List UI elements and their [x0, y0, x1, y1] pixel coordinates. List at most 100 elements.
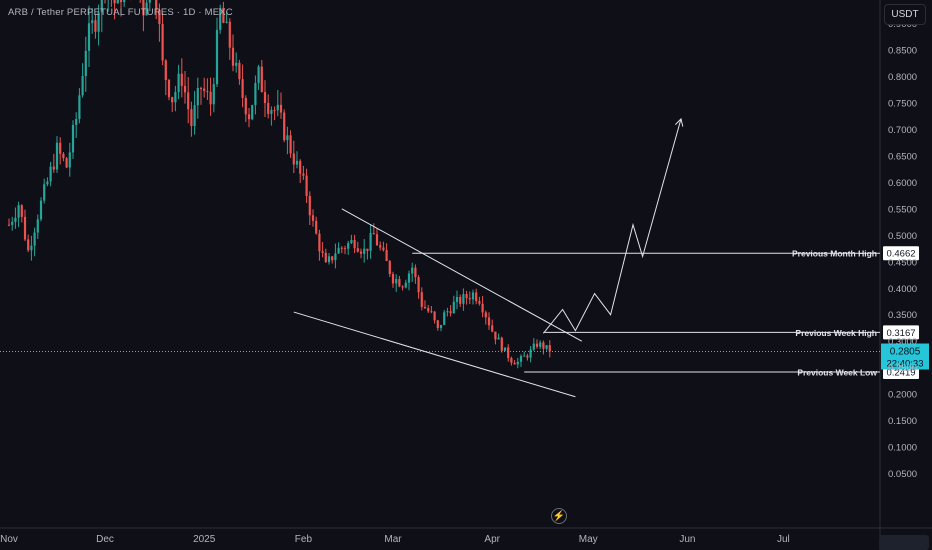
candle-body: [59, 142, 62, 154]
candle-body: [523, 355, 526, 357]
candle-body: [267, 103, 270, 114]
candle-body: [167, 80, 171, 98]
candle-body: [379, 245, 382, 248]
candle-body: [443, 312, 446, 325]
y-tick-label: 0.2000: [888, 390, 917, 401]
lightning-icon[interactable]: ⚡: [551, 508, 567, 524]
candle-body: [100, 0, 103, 13]
candle-body: [500, 337, 503, 351]
candle-body: [388, 261, 391, 275]
candle-body: [542, 342, 545, 349]
projection-arrowhead: [675, 117, 684, 127]
y-tick-label: 0.7500: [888, 98, 917, 109]
y-tick-label: 0.6500: [888, 151, 917, 162]
candle-body: [302, 173, 305, 176]
candle-body: [535, 343, 539, 347]
candle-body: [43, 184, 46, 201]
candle-body: [484, 312, 487, 318]
candle-body: [145, 2, 148, 16]
candle-body: [155, 0, 158, 10]
candle-body: [244, 97, 247, 115]
x-tick-label: May: [579, 534, 598, 545]
candle-body: [513, 362, 516, 365]
candle-body: [382, 247, 385, 251]
wedge-upper-trendline: [341, 208, 583, 342]
candle-body: [350, 239, 353, 244]
timezone-button[interactable]: [879, 535, 929, 550]
candle-body: [417, 277, 420, 293]
candle-body: [299, 160, 302, 174]
candle-body: [46, 181, 49, 185]
candle-body: [190, 109, 193, 127]
y-tick-label: 0.6000: [888, 178, 917, 189]
projection-path: [543, 118, 682, 334]
candle-body: [183, 85, 187, 93]
candle-body: [423, 306, 427, 309]
candle-body: [81, 76, 84, 96]
candle-body: [78, 95, 81, 119]
candle-body: [203, 88, 206, 92]
level-name-label: Previous Week Low: [797, 367, 877, 377]
wedge-lower-trendline: [293, 311, 576, 398]
level-name-label: Previous Month High: [792, 249, 877, 259]
candle-body: [84, 50, 87, 77]
candle-body: [315, 220, 318, 234]
candle-body: [539, 342, 542, 347]
candle-body: [353, 239, 356, 249]
candle-body: [321, 251, 324, 253]
candle-body: [276, 104, 279, 111]
candle-body: [334, 253, 337, 261]
level-price-label: 0.3167: [886, 328, 915, 339]
candle-body: [228, 21, 231, 48]
candle-body: [462, 294, 465, 304]
candle-body: [311, 215, 315, 221]
candle-body: [260, 66, 263, 93]
candle-body: [68, 152, 71, 168]
candle-body: [257, 66, 260, 84]
candle-body: [209, 91, 212, 105]
candle-body: [289, 135, 292, 154]
candle-body: [180, 73, 183, 86]
candle-body: [503, 347, 507, 351]
candle-body: [340, 247, 343, 249]
candle-body: [238, 62, 241, 80]
candle-body: [324, 252, 327, 263]
candle-body: [36, 219, 39, 233]
candle-body: [516, 361, 519, 365]
x-tick-label: Jun: [679, 534, 695, 545]
candle-body: [439, 324, 443, 329]
candle-body: [385, 250, 388, 262]
candle-body: [87, 23, 91, 51]
candle-body: [33, 232, 36, 246]
candle-body: [212, 84, 215, 105]
candle-body: [449, 311, 452, 314]
candle-body: [411, 267, 414, 274]
candle-body: [526, 355, 529, 358]
candle-body: [158, 9, 161, 25]
candle-body: [30, 245, 33, 251]
candle-body: [356, 248, 359, 252]
candle-body: [433, 311, 436, 321]
candle-body: [510, 358, 513, 363]
candle-body: [545, 345, 548, 349]
candle-body: [75, 118, 78, 126]
candle-body: [225, 21, 228, 23]
x-tick-label: Feb: [295, 534, 313, 545]
candle-body: [529, 349, 532, 358]
candle-body: [430, 311, 433, 313]
candle-body: [270, 110, 273, 114]
candle-body: [436, 320, 439, 329]
symbol-title[interactable]: ARB / Tether PERPETUAL FUTURES · 1D · ME…: [8, 7, 233, 18]
y-tick-label: 0.0500: [888, 469, 917, 480]
candle-body: [519, 356, 523, 362]
latest-price-tag: [881, 343, 929, 370]
candle-body: [91, 20, 94, 24]
candle-body: [123, 0, 126, 3]
candle-body: [369, 233, 372, 251]
candle-body: [359, 251, 363, 254]
currency-button[interactable]: USDT: [884, 4, 926, 25]
candle-body: [407, 273, 411, 283]
candle-body: [116, 0, 119, 4]
candle-body: [206, 91, 209, 93]
